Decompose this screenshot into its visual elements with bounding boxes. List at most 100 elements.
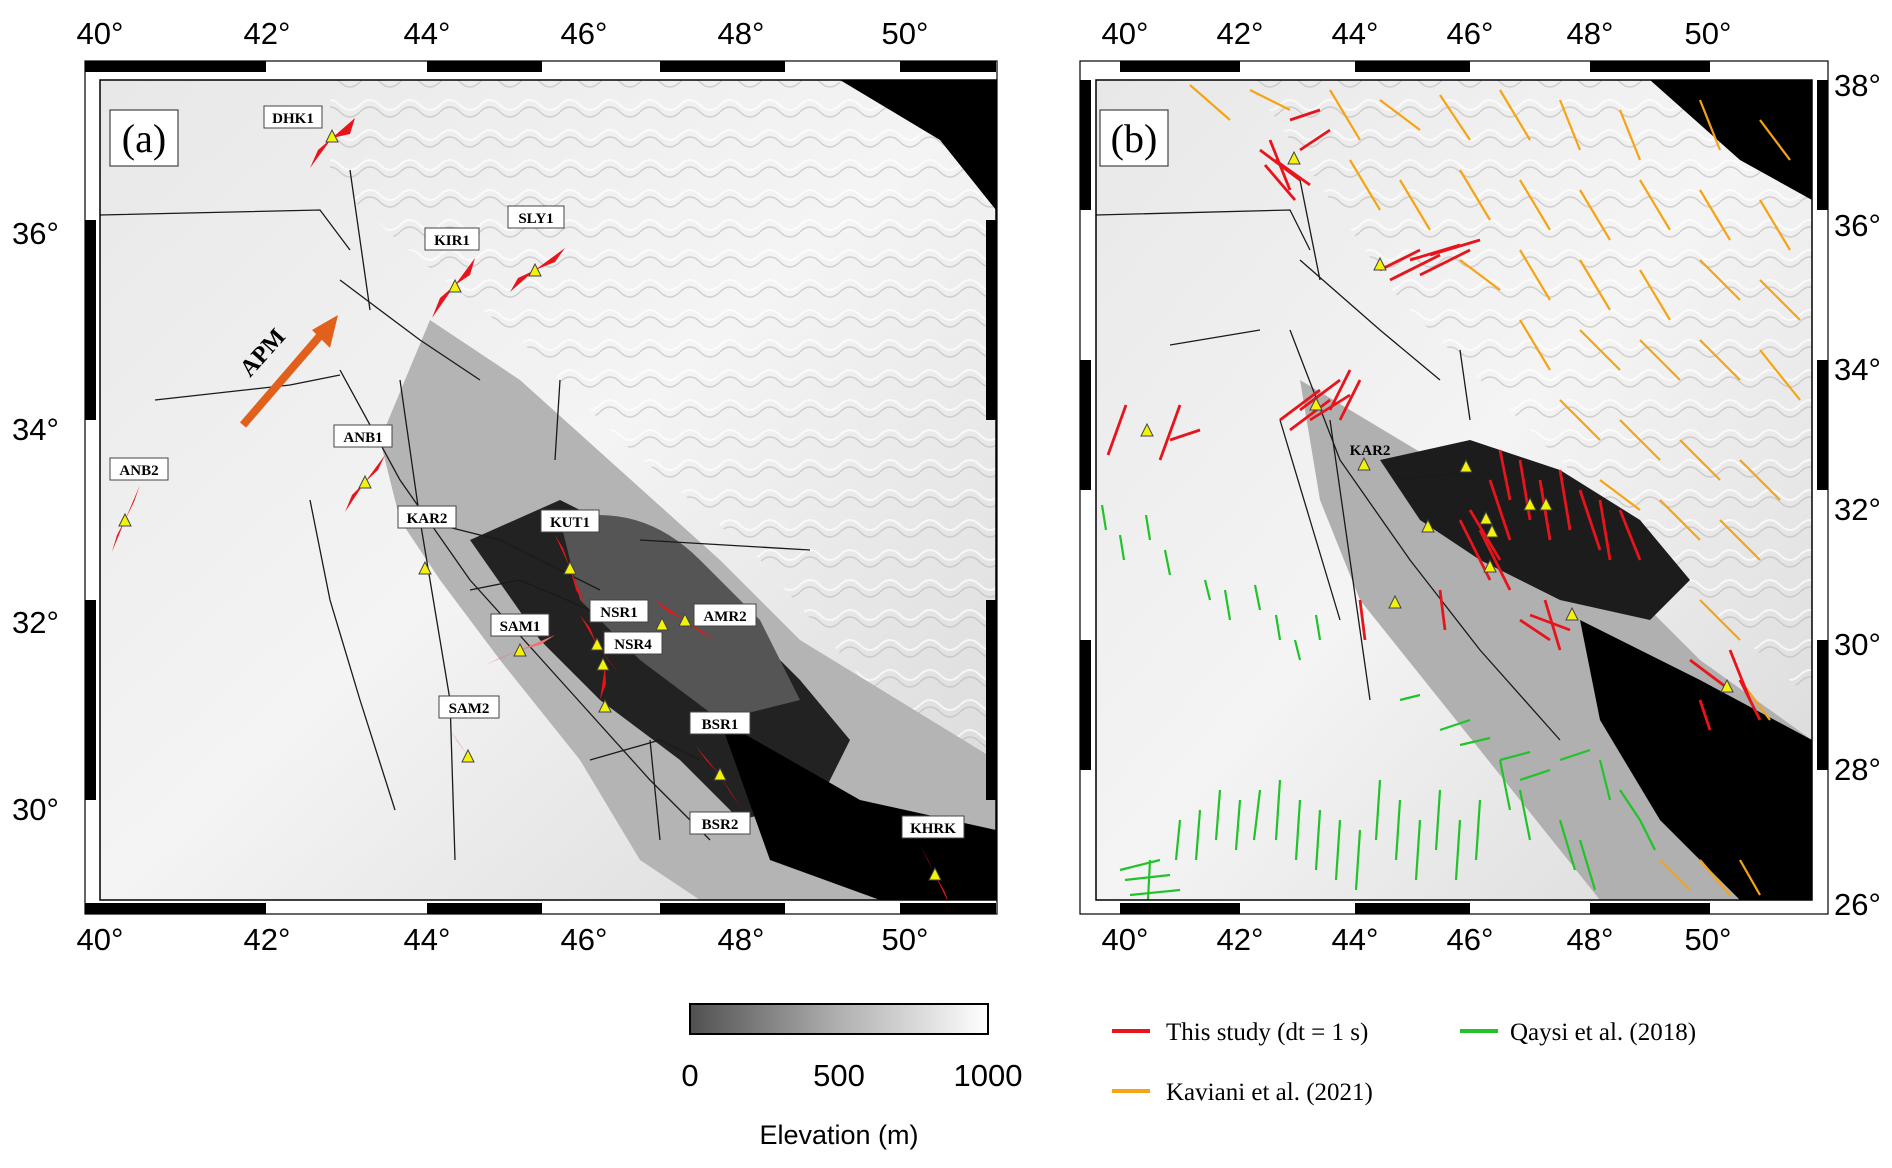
station-anb1: ANB1 [333,424,393,489]
lon-tick: 50° [882,16,929,51]
legend-label: Qaysi et al. (2018) [1510,1019,1696,1046]
legend-item-this-study: This study (dt = 1 s) [1112,1019,1368,1046]
station-triangle [513,642,527,657]
station-label-box [689,811,751,835]
fan-bsr1-1 [695,745,720,775]
lon-tick: 48° [1567,16,1614,51]
lon-tick: 44° [404,16,451,51]
fan-sam1-1 [520,635,555,650]
lon-tick: 48° [718,922,765,957]
legend-item-kaviani: Kaviani et al. (2021) [1112,1079,1373,1106]
lon-tick: 48° [718,16,765,51]
station-label: NSR4 [614,637,652,653]
lon-tick: 42° [244,16,291,51]
station-label-box [438,695,500,719]
lat-ticks-right-b: 26° 28° 30° 32° 34° 36° 38° [1834,68,1881,922]
station-triangle [655,616,669,631]
fan-khrk-1 [920,845,935,875]
zagros-relief-a [330,80,996,780]
station-triangle [418,560,432,575]
lon-ticks-bottom-b: 40° 42° 44° 46° 48° 50° [1102,922,1732,957]
station-label-box [397,505,457,529]
station-label-box [603,631,663,655]
station-label-box [333,424,393,448]
lon-tick: 46° [561,922,608,957]
station-sly1: SLY1 [507,205,565,277]
panel-letter-a: (a) [122,116,166,161]
station-label: KAR2 [407,511,448,527]
lon-tick: 50° [1685,16,1732,51]
station-triangle [461,748,475,763]
fault-lines-b [1096,179,1561,741]
lon-tick: 40° [1102,16,1149,51]
station-label: BSR2 [702,817,739,833]
lon-tick: 42° [1217,922,1264,957]
station-triangle [596,656,610,671]
station-khrk: KHRK [901,815,965,881]
apm-arrow-head [312,315,338,348]
station-label: SAM2 [449,701,490,717]
colorbar-tick: 0 [681,1058,698,1093]
apm-arrow-shaft [239,327,329,428]
station-label-box [693,603,757,627]
station-label: DHK1 [272,111,314,127]
fan-anb1-1 [365,455,385,482]
fan-nsr4-1 [600,665,606,700]
fan-kut1-2 [570,568,585,605]
lat-tick: 30° [12,792,59,827]
station-label-box [490,613,550,637]
station-triangle [358,474,372,489]
station-triangle [118,512,132,527]
panel-letter-box-b [1099,109,1169,167]
checker-border-b [1079,60,1829,915]
station-label-box [507,205,565,229]
lat-tick: 34° [12,412,59,447]
station-label: SAM1 [500,619,541,635]
station-triangles-b [1140,150,1734,693]
panel-letter-b: (b) [1111,116,1158,161]
station-triangle [448,278,462,293]
station-triangle [528,262,542,277]
lat-tick: 36° [12,216,59,251]
fan-nsr1-1 [580,615,597,645]
station-label-kar2-b: KAR2 [1350,443,1391,459]
station-amr2: AMR2 [655,603,757,631]
lon-ticks-bottom-a: 40° 42° 44° 46° 48° 50° [77,922,929,957]
caspian-sea-b [1650,80,1812,200]
lon-tick: 40° [77,16,124,51]
station-label-box [540,509,600,533]
frame-b [1095,79,1813,901]
station-triangle [678,612,692,627]
colorbar-tick: 1000 [954,1058,1023,1093]
station-dhk1: DHK1 [263,105,339,143]
fan-dhk1-2 [310,138,332,168]
persian-gulf-b [1580,620,1812,900]
lat-tick: 34° [1834,352,1881,387]
station-label-box [689,711,751,735]
station-triangle [563,560,577,575]
caspian-sea-a [840,80,996,210]
station-triangle [598,698,612,713]
colorbar-bar [689,1003,989,1035]
station-label-box [263,105,323,129]
station-bsr2: BSR2 [689,811,751,835]
zagros-relief-b [1250,80,1812,700]
panel-letter-box-a [109,109,179,167]
fan-kir1-2 [432,285,455,318]
fan-kut1-1 [555,535,570,568]
lat-tick: 28° [1834,752,1881,787]
legend-item-qaysi: Qaysi et al. (2018) [1460,1019,1696,1046]
station-label: ANB2 [119,463,158,479]
lat-tick: 26° [1834,887,1881,922]
station-label: KIR1 [434,233,470,249]
this-study-bars [1106,108,1762,731]
fan-amr2-1 [655,600,685,620]
fan-khrk-2 [935,875,948,900]
station-label: SLY1 [518,211,553,227]
colorbar: 0 500 1000 Elevation (m) [681,1003,1023,1150]
station-nsr4: NSR4 [596,631,663,713]
station-sam2: SAM2 [438,695,500,763]
legend: This study (dt = 1 s) Qaysi et al. (2018… [1112,1019,1696,1106]
lat-tick: 36° [1834,208,1881,243]
station-anb2: ANB2 [109,457,169,527]
